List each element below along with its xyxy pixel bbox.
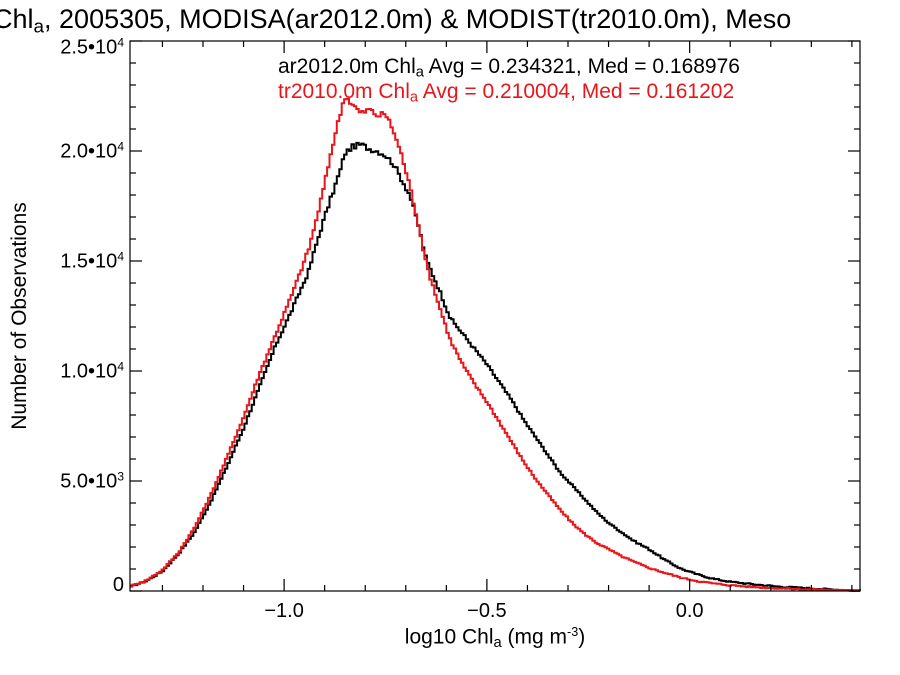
series-layer bbox=[130, 97, 861, 592]
x-tick-label: −0.5 bbox=[467, 600, 507, 622]
y-tick-label: 5.0•103 bbox=[60, 469, 124, 493]
series-line-tr2010 bbox=[130, 97, 860, 592]
plot-frame bbox=[129, 40, 861, 592]
chart-title: Chla, 2005305, MODISA(ar2012.0m) & MODIS… bbox=[0, 4, 792, 38]
y-tick-label: 1.5•104 bbox=[60, 249, 124, 273]
y-axis-label: Number of Observations bbox=[8, 202, 31, 430]
series-line-ar2012 bbox=[130, 141, 861, 592]
x-tick-label: −1.0 bbox=[264, 600, 304, 622]
y-tick-label: 0 bbox=[112, 574, 124, 596]
y-tick-label: 2.0•104 bbox=[60, 139, 124, 163]
x-axis-label: log10 Chla (mg m-3) bbox=[404, 625, 586, 652]
y-tick-label: 2.5•104 bbox=[60, 35, 124, 59]
tick-layer bbox=[130, 40, 860, 592]
x-tick-label: 0.0 bbox=[675, 600, 704, 622]
y-tick-label: 1.0•104 bbox=[60, 359, 124, 383]
legend-entry-ar2012: ar2012.0m Chla Avg = 0.234321, Med = 0.1… bbox=[278, 55, 740, 81]
legend-entry-tr2010: tr2010.0m Chla Avg = 0.210004, Med = 0.1… bbox=[278, 80, 735, 106]
